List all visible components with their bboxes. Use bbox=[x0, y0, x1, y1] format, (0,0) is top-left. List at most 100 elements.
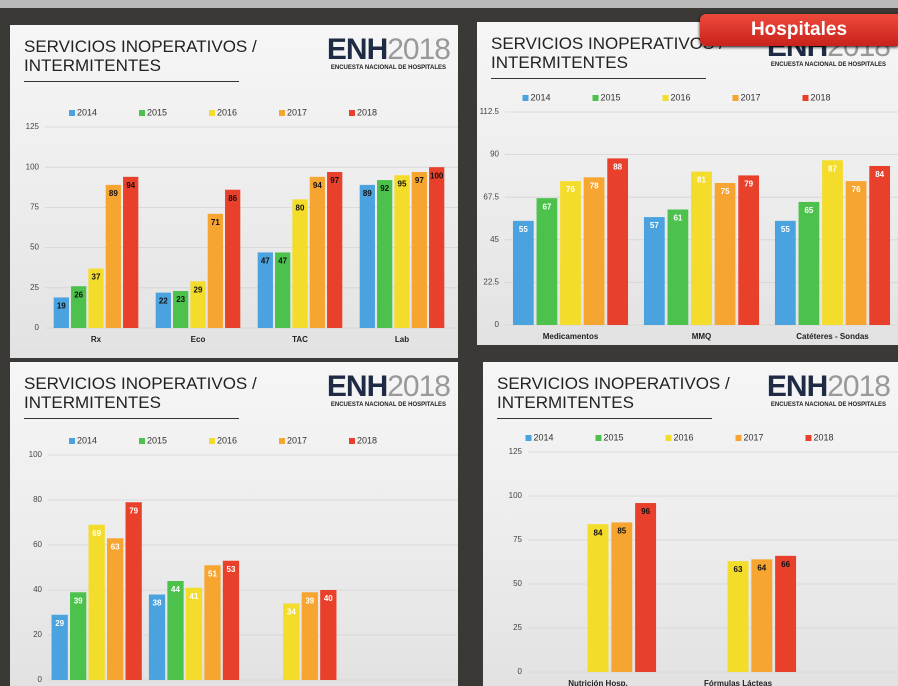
chart-panel: SERVICIOS INOPERATIVOS / INTERMITENTES EN… bbox=[10, 25, 458, 358]
bar bbox=[774, 220, 796, 325]
y-tick-label: 75 bbox=[30, 203, 39, 212]
value-label: 41 bbox=[190, 592, 199, 601]
logo-main: ENH2018 bbox=[326, 33, 451, 66]
chart-title: SERVICIOS INOPERATIVOS / INTERMITENTES bbox=[24, 374, 257, 412]
legend-label: 2018 bbox=[357, 107, 377, 117]
x-tick-label: Catéteres - Sondas bbox=[796, 332, 869, 341]
banner: Hospitales bbox=[700, 14, 898, 46]
title-rule bbox=[497, 418, 712, 419]
value-label: 22 bbox=[159, 297, 168, 306]
y-tick-label: 112.5 bbox=[480, 107, 500, 116]
bar bbox=[125, 502, 142, 680]
x-tick-label: Medicamentos bbox=[543, 332, 599, 341]
bar bbox=[173, 291, 189, 328]
legend-label: 2015 bbox=[147, 435, 167, 445]
legend-swatch bbox=[522, 95, 529, 101]
value-label: 29 bbox=[194, 285, 203, 294]
bar bbox=[107, 538, 124, 680]
bar bbox=[738, 175, 760, 325]
bar bbox=[869, 165, 891, 325]
value-label: 89 bbox=[109, 189, 118, 198]
legend-label: 2016 bbox=[671, 92, 691, 102]
bar bbox=[301, 592, 318, 680]
value-label: 89 bbox=[363, 189, 372, 198]
value-label: 44 bbox=[171, 585, 180, 594]
value-label: 94 bbox=[313, 181, 322, 190]
value-label: 76 bbox=[566, 185, 575, 194]
legend-label: 2015 bbox=[147, 107, 167, 117]
x-tick-label: Fórmulas Lácteas bbox=[704, 679, 773, 686]
y-tick-label: 100 bbox=[29, 450, 43, 459]
x-tick-label: Eco bbox=[191, 335, 206, 344]
y-tick-label: 125 bbox=[509, 447, 523, 456]
logo-brand: ENH bbox=[766, 370, 828, 403]
bar bbox=[225, 189, 241, 328]
bar bbox=[822, 160, 843, 325]
logo-brand: ENH bbox=[326, 33, 388, 66]
legend-swatch bbox=[805, 435, 812, 441]
value-label: 80 bbox=[296, 203, 305, 212]
x-tick-label: Nutrición Hosp. bbox=[568, 679, 628, 686]
bar bbox=[190, 281, 206, 328]
bar bbox=[207, 213, 223, 328]
chart-panel: SERVICIOS INOPERATIVOS / INTERMITENTES EN… bbox=[10, 362, 458, 686]
bar bbox=[148, 594, 166, 680]
bar bbox=[587, 524, 609, 672]
chart: 0 22.5 45 67.5 90 112.5 Medicamentos 55 67 76 78 88… bbox=[480, 92, 898, 341]
legend-label: 2015 bbox=[601, 92, 621, 102]
logo: ENH2018 ENCUESTA NACIONAL DE HOSPITALES bbox=[326, 33, 451, 72]
bar bbox=[429, 167, 445, 328]
legend-label: 2016 bbox=[217, 107, 237, 117]
bar bbox=[292, 199, 308, 328]
value-label: 47 bbox=[261, 257, 270, 266]
legend-swatch bbox=[349, 110, 355, 116]
y-tick-label: 75 bbox=[513, 535, 522, 544]
value-label: 100 bbox=[430, 171, 444, 180]
legend-swatch bbox=[592, 95, 599, 101]
bar bbox=[377, 180, 393, 328]
legend-swatch bbox=[69, 438, 75, 444]
value-label: 69 bbox=[92, 529, 101, 538]
logo-subtitle: ENCUESTA NACIONAL DE HOSPITALES bbox=[330, 402, 447, 408]
bar bbox=[88, 524, 105, 680]
bar bbox=[643, 217, 665, 325]
value-label: 63 bbox=[111, 542, 120, 551]
value-label: 78 bbox=[590, 181, 599, 190]
bar bbox=[105, 184, 121, 328]
value-label: 94 bbox=[126, 181, 135, 190]
x-tick-label: Lab bbox=[395, 335, 409, 344]
logo-brand: ENH bbox=[326, 370, 388, 403]
legend-swatch bbox=[732, 95, 739, 101]
y-tick-label: 40 bbox=[33, 585, 42, 594]
value-label: 67 bbox=[542, 202, 551, 211]
value-label: 53 bbox=[227, 565, 236, 574]
legend-swatch bbox=[802, 95, 809, 101]
bar bbox=[635, 503, 657, 672]
bar bbox=[309, 176, 325, 328]
value-label: 88 bbox=[613, 162, 622, 171]
value-label: 19 bbox=[57, 302, 66, 311]
value-label: 86 bbox=[228, 194, 237, 203]
value-label: 64 bbox=[757, 563, 766, 572]
bar bbox=[71, 286, 87, 328]
y-tick-label: 45 bbox=[490, 235, 499, 244]
value-label: 97 bbox=[415, 176, 424, 185]
value-label: 39 bbox=[305, 596, 314, 605]
value-label: 97 bbox=[330, 176, 339, 185]
title-rule bbox=[24, 418, 239, 419]
legend-label: 2014 bbox=[531, 92, 551, 102]
bar bbox=[411, 172, 427, 328]
legend-label: 2017 bbox=[741, 92, 761, 102]
logo-year: 2018 bbox=[827, 370, 891, 403]
bar bbox=[185, 587, 203, 680]
y-tick-label: 0 bbox=[38, 675, 43, 684]
y-tick-label: 0 bbox=[518, 667, 523, 676]
bar bbox=[560, 181, 581, 325]
legend-label: 2016 bbox=[674, 432, 694, 442]
chart: 0 25 50 75 100 125 Nutrición Hosp. 84 85 96 Fórmul… bbox=[509, 432, 898, 686]
bar bbox=[123, 176, 139, 328]
bar bbox=[222, 560, 240, 680]
legend-swatch bbox=[279, 438, 285, 444]
legend-label: 2018 bbox=[357, 435, 377, 445]
